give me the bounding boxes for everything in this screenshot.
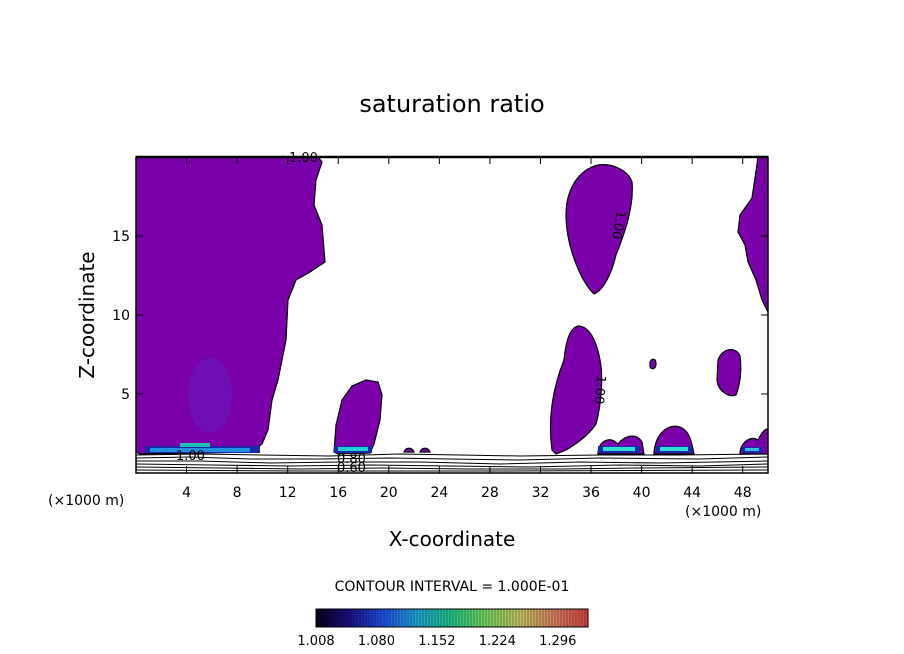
colorbar-tick-label: 1.080 — [358, 634, 395, 649]
colorbar-tick-label: 1.296 — [539, 634, 576, 649]
x-tick-label: 32 — [532, 485, 550, 501]
colorbar-ticks: 1.008 1.080 1.152 1.224 1.296 — [297, 634, 576, 649]
region-16-19 — [333, 379, 383, 455]
contour-interval: CONTOUR INTERVAL = 1.000E-01 — [335, 579, 570, 595]
region-right-edge — [737, 157, 768, 313]
contour-label-bottom: 1.00 — [176, 449, 205, 464]
contour-fills — [136, 157, 768, 455]
region-small-40 — [649, 358, 657, 370]
colorbar-tick-label: 1.224 — [479, 634, 516, 649]
y-axis-ticks: 5 10 15 — [112, 229, 768, 403]
x-tick-label: 8 — [233, 485, 242, 501]
colorbar-tick-label: 1.152 — [418, 634, 455, 649]
x-tick-label: 4 — [182, 485, 191, 501]
y-axis-label: Z-coordinate — [75, 251, 99, 378]
contour-label-lower-36: 1.00 — [590, 375, 607, 405]
x-unit-left: (×1000 m) — [48, 493, 124, 509]
region-lower-36 — [549, 325, 603, 455]
x-axis-ticks: 4 8 12 16 20 24 28 32 36 40 44 48 — [182, 157, 752, 501]
contour-label-060: 0.60 — [337, 461, 366, 476]
x-tick-label: 48 — [734, 485, 752, 501]
y-tick-label: 10 — [112, 308, 130, 324]
contour-label-upper-36: 1.00 — [608, 209, 628, 240]
peak-spots — [145, 357, 762, 453]
x-tick-label: 36 — [582, 485, 600, 501]
colorbar-stripes — [317, 609, 586, 627]
x-tick-label: 40 — [633, 485, 651, 501]
region-left — [136, 157, 326, 455]
peak-spot-left — [188, 357, 232, 433]
x-tick-label: 28 — [481, 485, 499, 501]
chart-title: saturation ratio — [359, 90, 544, 118]
x-tick-label: 24 — [430, 485, 448, 501]
region-small-23 — [419, 447, 431, 453]
x-unit-right: (×1000 m) — [685, 504, 761, 520]
contour-label-top: 1.00 — [289, 151, 318, 166]
x-axis-label: X-coordinate — [389, 527, 516, 551]
x-tick-label: 44 — [683, 485, 701, 501]
region-44 — [716, 349, 742, 397]
y-tick-label: 5 — [121, 387, 130, 403]
region-upper-36 — [565, 164, 633, 295]
x-tick-label: 12 — [279, 485, 297, 501]
region-small-21 — [403, 447, 415, 453]
colorbar-tick-label: 1.008 — [297, 634, 334, 649]
contour-label-080: 0.80 — [337, 452, 366, 467]
lower-contours — [136, 453, 768, 472]
x-tick-label: 20 — [380, 485, 398, 501]
y-tick-label: 15 — [112, 229, 130, 245]
contour-labels: 1.00 1.00 1.00 1.00 0.80 0.60 — [176, 151, 628, 476]
x-tick-label: 16 — [329, 485, 347, 501]
